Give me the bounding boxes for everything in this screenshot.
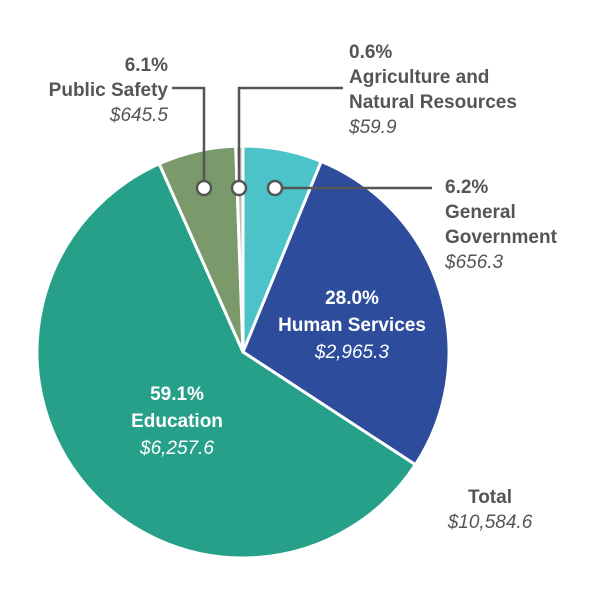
leader-dot-public-safety — [195, 179, 213, 197]
education-value: $6,257.6 — [139, 438, 214, 459]
leader-lines — [172, 86, 432, 197]
public-safety-percent: 6.1% — [125, 55, 168, 76]
agriculture-label-line2: Natural Resources — [349, 92, 517, 113]
total-label: Total — [468, 487, 512, 508]
leader-dot-general-government — [266, 179, 284, 197]
general-government-value: $656.3 — [444, 252, 504, 273]
education-percent: 59.1% — [150, 384, 204, 405]
education-label: Education — [131, 411, 223, 432]
leader-line-public-safety — [172, 86, 206, 188]
public-safety-value: $645.5 — [109, 105, 169, 126]
general-government-percent: 6.2% — [445, 177, 488, 198]
leader-line-agriculture — [237, 86, 343, 188]
pie-slice-education — [35, 162, 417, 560]
agriculture-percent: 0.6% — [349, 42, 392, 63]
human-services-value: $2,965.3 — [314, 342, 389, 363]
total-value: $10,584.6 — [447, 512, 533, 533]
general-government-label-line2: Government — [445, 227, 558, 248]
general-government-label-line1: General — [445, 202, 516, 223]
agriculture-label-line1: Agriculture and — [349, 67, 489, 88]
human-services-percent: 28.0% — [325, 288, 379, 309]
pie-slice-human-services — [241, 159, 451, 467]
leader-dot-agriculture — [230, 179, 248, 197]
human-services-label: Human Services — [278, 315, 426, 336]
public-safety-label: Public Safety — [49, 80, 169, 101]
agriculture-value: $59.9 — [348, 117, 397, 138]
